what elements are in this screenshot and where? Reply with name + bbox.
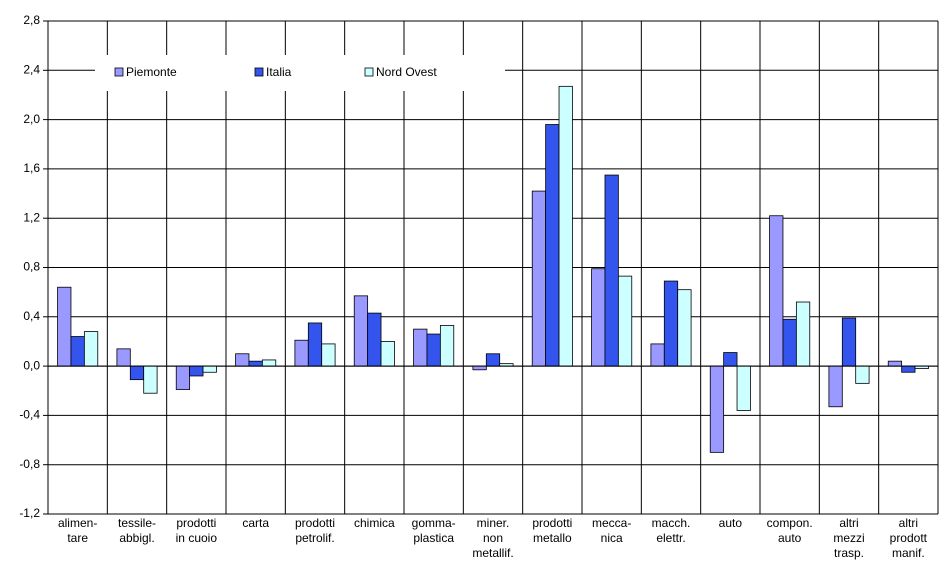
bars [57, 85, 929, 453]
x-tick-label: altri mezzi trasp. [833, 516, 865, 560]
bar [723, 352, 738, 367]
x-tick-label: prodotti in cuoio [175, 516, 218, 545]
axes: -1,2 -0,8 -0,4 0,0 0,4 0,8 1,2 1,6 2,0 2,4 2,8 [19, 13, 938, 520]
y-tick-label: 2,4 [23, 62, 40, 76]
bar [426, 333, 441, 367]
bar [709, 365, 725, 453]
y-tick-label: 1,6 [23, 161, 40, 175]
legend-swatch [364, 67, 374, 77]
bar [795, 301, 811, 367]
bar [129, 365, 145, 381]
x-tick-label: tessile- abbigl. [117, 516, 156, 545]
x-tick-label: prodotti petrolif. [294, 516, 336, 545]
bar [782, 318, 797, 367]
grid [47, 20, 939, 515]
bar [380, 341, 395, 367]
bar [472, 365, 487, 371]
x-tick-label: carta [242, 516, 269, 530]
x-tick-label: auto [718, 516, 742, 530]
bar [841, 317, 857, 367]
bar [70, 336, 85, 367]
bar [116, 348, 131, 367]
bar [485, 353, 501, 367]
y-tick-label: -1,2 [19, 506, 40, 520]
bar [887, 360, 903, 367]
bar [617, 275, 633, 367]
bar [677, 289, 692, 367]
y-tick-label: 0,8 [23, 260, 40, 274]
bar [413, 328, 428, 367]
x-tick-label: chimica [353, 516, 395, 530]
legend-label: Piemonte [126, 65, 177, 79]
legend-swatch [254, 67, 264, 77]
bar [202, 365, 217, 373]
bar [439, 325, 455, 367]
legend-label: Italia [266, 65, 292, 79]
bar [143, 365, 158, 394]
bar [248, 360, 263, 367]
x-tick-label: altri prodott manif. [889, 516, 927, 560]
legend-box [95, 55, 505, 91]
bar [663, 280, 679, 367]
x-tick-label: macch. elettr. [651, 516, 691, 545]
x-tick-label: compon. auto [766, 516, 813, 545]
bar [558, 85, 573, 367]
bar [353, 295, 369, 367]
bar [855, 365, 870, 384]
bar [294, 339, 309, 367]
x-tick-label: miner. non metallif. [472, 516, 514, 560]
bar [307, 322, 323, 367]
bar [321, 343, 336, 367]
y-tick-label: 2,8 [23, 13, 40, 27]
bar [235, 353, 250, 367]
x-tick-label: alimen- tare [57, 516, 98, 545]
x-tick-label: gomma- plastica [411, 516, 456, 545]
y-tick-label: -0,4 [19, 408, 40, 422]
bar [189, 365, 204, 377]
y-tick-label: -0,8 [19, 457, 40, 471]
bar [83, 331, 99, 367]
x-tick-label: mecca- nica [591, 516, 632, 545]
bar [545, 124, 560, 367]
bar [828, 365, 843, 408]
y-tick-label: 0,0 [23, 358, 40, 372]
bar [769, 215, 784, 367]
bar [531, 190, 547, 367]
y-tick-label: 1,2 [23, 210, 40, 224]
bar [367, 312, 382, 367]
bar [604, 174, 619, 367]
legend-swatch [114, 67, 124, 77]
bar [736, 365, 751, 411]
bar [901, 365, 916, 373]
y-tick-label: 2,0 [23, 112, 40, 126]
legend-label: Nord Ovest [376, 65, 437, 79]
bar [57, 286, 72, 367]
x-tick-label: prodotti metallo [532, 516, 573, 545]
bar [175, 365, 191, 390]
y-tick-label: 0,4 [23, 309, 40, 323]
bar [650, 343, 665, 367]
bar [261, 359, 277, 367]
bar [591, 268, 606, 367]
legend: Piemonte Italia Nord Ovest [95, 55, 505, 91]
